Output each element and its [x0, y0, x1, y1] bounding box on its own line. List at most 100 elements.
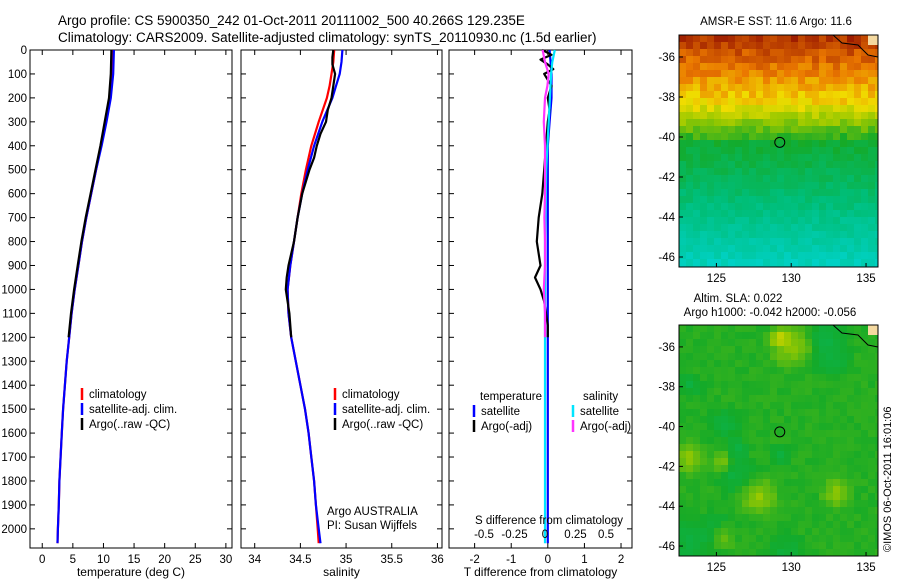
map-cell: [714, 35, 722, 43]
map-cell: [749, 245, 757, 253]
map-cell: [826, 472, 834, 480]
map-cell: [791, 521, 799, 529]
map-cell: [868, 112, 876, 120]
map-cell: [707, 105, 715, 113]
map-cell: [826, 63, 834, 71]
map-cell: [868, 245, 876, 253]
map-cell: [875, 360, 879, 368]
map-cell: [749, 70, 757, 78]
map-cell: [679, 35, 687, 43]
map-cell: [847, 98, 855, 106]
map-cell: [798, 56, 806, 64]
map-cell: [791, 140, 799, 148]
map-cell: [742, 381, 750, 389]
map-cell: [875, 346, 879, 354]
map-cell: [784, 252, 792, 260]
map-xtick-label: 125: [707, 273, 726, 285]
map-cell: [679, 238, 687, 246]
map-cell: [700, 444, 708, 452]
map-cell: [763, 224, 771, 232]
map-cell: [812, 493, 820, 501]
map-cell: [777, 395, 785, 403]
map-cell: [812, 416, 820, 424]
map-cell: [770, 105, 778, 113]
map-cell: [749, 35, 757, 43]
difference-top-xtick-label: -0.5: [474, 529, 494, 541]
map-cell: [742, 224, 750, 232]
map-cell: [742, 133, 750, 141]
map-cell: [868, 84, 876, 92]
map-cell: [826, 98, 834, 106]
map-cell: [742, 140, 750, 148]
map-cell: [756, 367, 764, 375]
map-cell: [798, 210, 806, 218]
map-cell: [742, 542, 750, 550]
map-cell: [840, 168, 848, 176]
map-cell: [819, 154, 827, 162]
map-cell: [833, 472, 841, 480]
map-cell: [875, 500, 879, 508]
map-cell: [749, 353, 757, 361]
map-cell: [728, 77, 736, 85]
map-cell: [679, 119, 687, 127]
map-cell: [784, 35, 792, 43]
map-cell: [791, 196, 799, 204]
map-cell: [861, 465, 869, 473]
depth-ytick-label: 800: [8, 237, 27, 249]
map-cell: [812, 203, 820, 211]
map-cell: [875, 486, 879, 494]
map-cell: [721, 49, 729, 57]
map-cell: [798, 77, 806, 85]
map-cell: [861, 535, 869, 543]
map-cell: [777, 210, 785, 218]
map-cell: [791, 105, 799, 113]
map-cell: [798, 189, 806, 197]
salinity-xlabel: salinity: [323, 565, 360, 579]
map-cell: [805, 252, 813, 260]
salinity-plot-frame: [240, 49, 443, 549]
map-cell: [707, 430, 715, 438]
map-cell: [756, 245, 764, 253]
map-cell: [728, 381, 736, 389]
map-cell: [728, 35, 736, 43]
map-cell: [686, 56, 694, 64]
map-cell: [735, 35, 743, 43]
map-cell: [875, 367, 879, 375]
temperature-series-argo-raw-qc-: [67, 49, 113, 338]
map-cell: [679, 203, 687, 211]
map-cell: [777, 535, 785, 543]
map-cell: [847, 409, 855, 417]
map-cell: [875, 49, 879, 57]
map-cell: [728, 140, 736, 148]
map-cell: [840, 161, 848, 169]
map-cell: [721, 105, 729, 113]
map-cell: [868, 549, 876, 557]
map-cell: [714, 210, 722, 218]
map-cell: [847, 154, 855, 162]
map-cell: [686, 500, 694, 508]
map-cell: [770, 252, 778, 260]
map-cell: [791, 486, 799, 494]
map-cell: [686, 528, 694, 536]
map-cell: [805, 168, 813, 176]
map-cell: [728, 479, 736, 487]
depth-ytick-label: 1500: [1, 404, 27, 416]
map-cell: [868, 252, 876, 260]
map-cell: [812, 238, 820, 246]
map-cell: [826, 245, 834, 253]
map-cell: [826, 437, 834, 445]
map-cell: [686, 231, 694, 239]
map-cell: [721, 521, 729, 529]
map-cell: [833, 430, 841, 438]
map-cell: [868, 210, 876, 218]
map-cell: [840, 507, 848, 515]
map-cell: [693, 112, 701, 120]
map-cell: [714, 259, 722, 267]
map-cell: [833, 493, 841, 501]
map-cell: [812, 63, 820, 71]
map-cell: [714, 549, 722, 557]
map-cell: [854, 210, 862, 218]
map-cell: [763, 521, 771, 529]
map-cell: [798, 339, 806, 347]
map-cell: [833, 105, 841, 113]
